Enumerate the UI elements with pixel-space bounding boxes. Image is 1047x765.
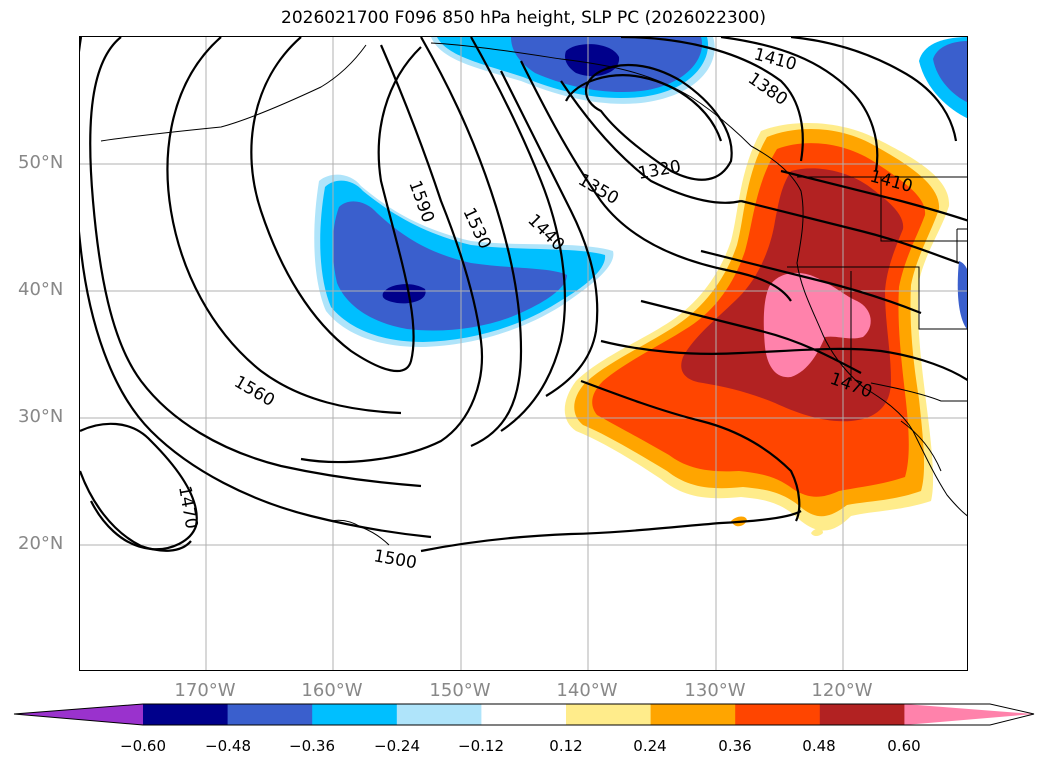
contour-label: 1470	[174, 484, 201, 530]
colorbar-tick-label: −0.48	[205, 737, 251, 755]
negative-anomaly-east-edge	[957, 261, 967, 329]
colorbar-tick-label: 0.12	[549, 737, 583, 755]
map-title: 2026021700 F096 850 hPa height, SLP PC (…	[281, 8, 766, 28]
colorbar-segment	[481, 704, 567, 725]
lon-label-170w: 170°W	[174, 680, 236, 701]
lat-label-30: 30°N	[18, 406, 64, 427]
colorbar-segment	[143, 704, 229, 725]
lat-label-20: 20°N	[18, 533, 64, 554]
contour-label: 1320	[636, 157, 682, 184]
positive-anomaly-small-2	[811, 528, 823, 536]
negative-anomaly-northeast-core	[933, 41, 967, 102]
height-contours	[80, 37, 967, 553]
colorbar-tick-label: −0.24	[374, 737, 420, 755]
colorbar-segment	[566, 704, 652, 725]
colorbar-segment	[396, 704, 482, 725]
contour-label: 1500	[372, 546, 418, 573]
colorbar-segment	[650, 704, 736, 725]
contour-label: 1590	[404, 178, 438, 225]
anomaly-fill-layer	[314, 37, 967, 536]
lon-label-160w: 160°W	[301, 680, 363, 701]
colorbar	[13, 703, 1035, 726]
lon-label-130w: 130°W	[684, 680, 746, 701]
colorbar-segment	[312, 704, 398, 725]
map-canvas: 1410 1380 1320 1350 1440 1530 1590 1410 …	[80, 37, 967, 670]
map-panel: 1410 1380 1320 1350 1440 1530 1590 1410 …	[79, 36, 968, 671]
colorbar-segments	[14, 704, 1034, 725]
contour-label: 1380	[744, 69, 791, 110]
colorbar-tick-label: −0.60	[120, 737, 166, 755]
colorbar-outline	[13, 703, 1035, 726]
lon-label-120w: 120°W	[811, 680, 873, 701]
lat-label-40: 40°N	[18, 279, 64, 300]
colorbar-segment	[819, 704, 905, 725]
contour-label: 1350	[575, 170, 622, 209]
lat-label-50: 50°N	[18, 152, 64, 173]
colorbar-tick-label: −0.36	[289, 737, 335, 755]
colorbar-segment	[227, 704, 313, 725]
negative-anomaly-pacific-center	[382, 284, 426, 304]
colorbar-tick-label: −0.12	[458, 737, 504, 755]
lon-label-140w: 140°W	[556, 680, 618, 701]
lon-label-150w: 150°W	[429, 680, 491, 701]
colorbar-extend-high	[904, 704, 1034, 725]
colorbar-tick-label: 0.48	[802, 737, 836, 755]
colorbar-tick-label: 0.36	[718, 737, 752, 755]
colorbar-segment	[735, 704, 821, 725]
colorbar-extend-low	[14, 704, 143, 725]
colorbar-tick-label: 0.24	[633, 737, 667, 755]
colorbar-tick-label: 0.60	[887, 737, 921, 755]
